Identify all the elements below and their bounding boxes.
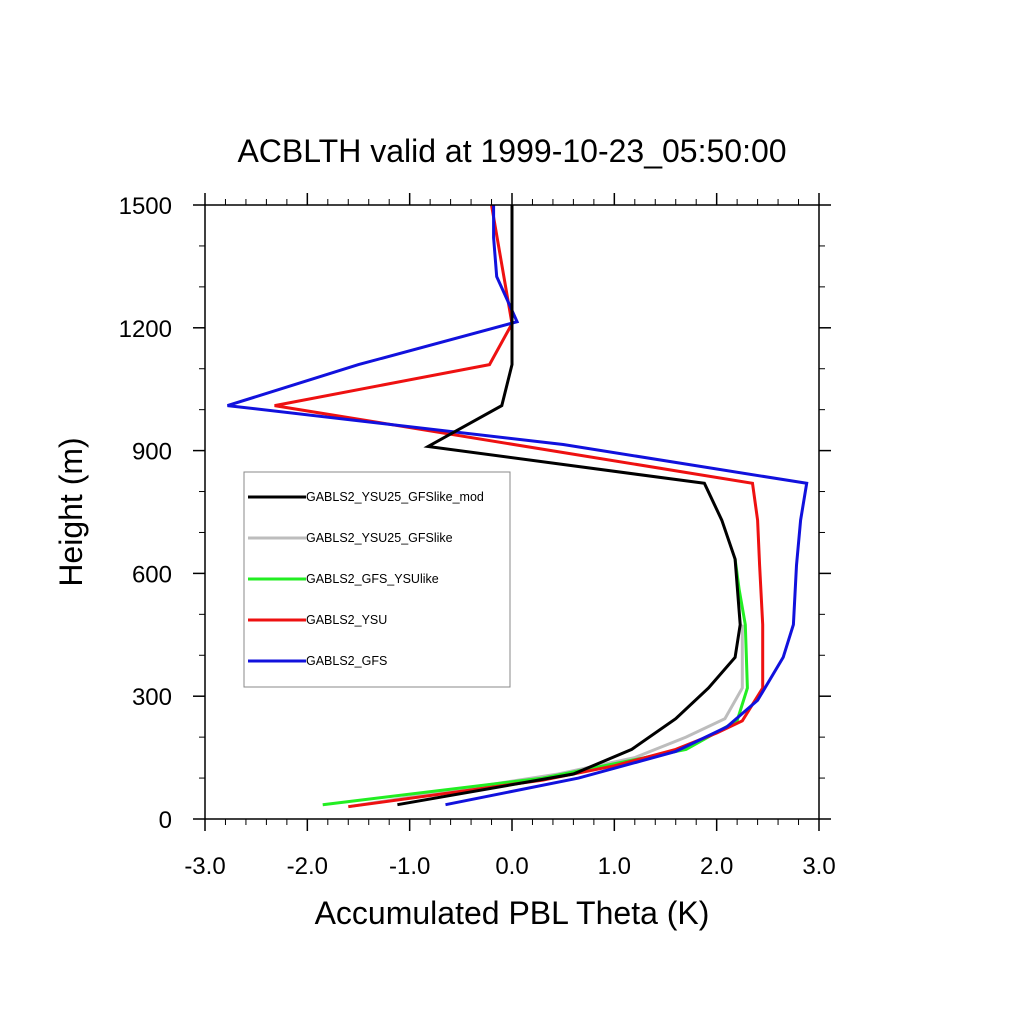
series-line-gabls2-ysu [274,204,765,809]
y-tick-label: 1500 [119,193,172,220]
series-line-gabls2-gfs [227,205,809,807]
y-axis-label: Height (m) [53,437,89,586]
series-line-gabls2-gfs-ysulike [322,558,749,807]
axis-ticks [193,193,831,831]
legend-label: GABLS2_GFS_YSUlike [306,572,439,586]
series-line-gabls2-ysu25-gfslike-mod [397,205,742,807]
legend-label: GABLS2_YSU [306,613,387,627]
y-tick-label: 600 [132,561,172,588]
y-tick-label: 0 [159,807,172,834]
y-tick-label: 1200 [119,316,172,343]
legend-label: GABLS2_YSU25_GFSlike_mod [306,490,484,504]
y-tick-label: 300 [132,684,172,711]
legend: GABLS2_YSU25_GFSlike_mod GABLS2_YSU25_GFS… [243,471,511,688]
legend-label: GABLS2_GFS [306,654,387,668]
x-tick-label: -3.0 [184,853,225,880]
x-axis-label: Accumulated PBL Theta (K) [315,895,710,931]
y-tick-label: 900 [132,439,172,466]
x-tick-label: -1.0 [389,853,430,880]
x-tick-label: 2.0 [700,853,733,880]
plot-area [227,204,809,809]
x-tick-label: 1.0 [598,853,631,880]
x-tick-label: 3.0 [802,853,835,880]
x-tick-label: 0.0 [495,853,528,880]
x-tick-label: -2.0 [287,853,328,880]
legend-label: GABLS2_YSU25_GFSlike [306,531,453,545]
axis-tick-labels: -3.0 -2.0 -1.0 0.0 1.0 2.0 3.0 0 300 600 900 1200 15… [119,193,836,880]
chart-title: ACBLTH valid at 1999-10-23_05:50:00 [237,133,786,169]
